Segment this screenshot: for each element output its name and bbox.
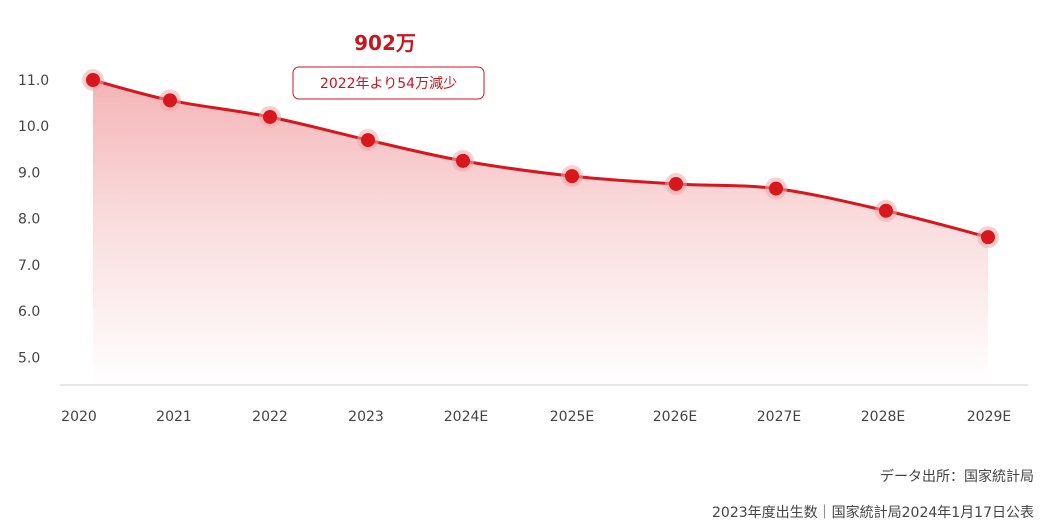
y-axis: 11.0 10.0 9.0 8.0 7.0 6.0 5.0 <box>18 73 49 366</box>
y-tick-label: 6.0 <box>18 304 40 320</box>
x-tick-label: 2026E <box>653 409 697 425</box>
data-point-2027E <box>769 181 783 196</box>
x-tick-label: 2024E <box>444 409 488 425</box>
highlight-value-label: 902万 <box>354 31 416 55</box>
data-point-2023 <box>361 133 375 148</box>
highlight-note-box <box>292 66 485 100</box>
y-tick-label: 10.0 <box>18 119 49 135</box>
data-point-2026E <box>669 176 683 191</box>
data-point-2028E <box>879 203 893 218</box>
x-tick-label: 2029E <box>967 409 1011 425</box>
series-line <box>92 78 989 239</box>
data-point-2029E <box>981 230 995 245</box>
source-label: データ出所：国家統計局 <box>880 469 1034 485</box>
data-point-2022 <box>263 109 277 124</box>
population-area-chart: 11.0 10.0 9.0 8.0 7.0 6.0 5.0 2020 2021 2022 2023… <box>18 31 1028 425</box>
y-tick-label: 11.0 <box>18 73 49 89</box>
data-point-2020 <box>86 73 100 87</box>
data-point-2025E <box>565 169 579 184</box>
y-tick-label: 7.0 <box>18 258 40 274</box>
source-footnote: 2023年度出生数｜国家統計局2024年1月17日公表 <box>712 505 1034 521</box>
y-tick-label: 5.0 <box>18 350 40 366</box>
x-tick-label: 2025E <box>550 409 594 425</box>
x-axis: 2020 2021 2022 2023 2024E 2025E 2026E 2027E 2028… <box>61 409 1011 425</box>
data-point-2021 <box>163 93 177 108</box>
x-tick-label: 2023 <box>348 409 384 425</box>
x-tick-label: 2021 <box>156 409 192 425</box>
y-tick-label: 8.0 <box>18 212 40 228</box>
x-tick-label: 2028E <box>861 409 905 425</box>
x-tick-label: 2027E <box>757 409 801 425</box>
x-tick-label: 2020 <box>61 409 97 425</box>
data-points <box>82 69 999 249</box>
area-fill <box>93 80 988 385</box>
x-tick-label: 2022 <box>252 409 288 425</box>
y-tick-label: 9.0 <box>18 165 40 181</box>
highlight-note-label: 2022年より54万減少 <box>320 75 457 92</box>
data-point-2024E <box>456 153 470 168</box>
